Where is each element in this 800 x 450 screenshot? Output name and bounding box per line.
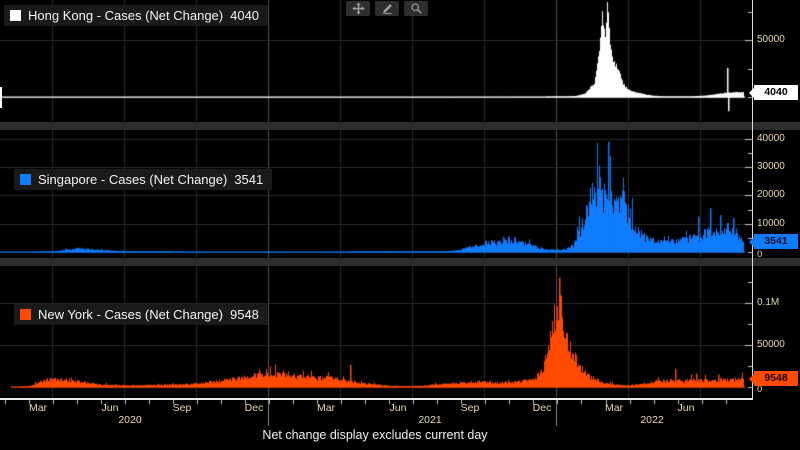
- legend-last-value: 4040: [230, 8, 260, 23]
- x-month-label: Mar: [604, 402, 624, 414]
- x-month-label: Jun: [389, 402, 407, 414]
- y-axis-line: [752, 0, 753, 400]
- x-month-label: Sep: [172, 402, 192, 414]
- x-year-label: 2022: [640, 414, 664, 426]
- x-month-label: Jun: [677, 402, 695, 414]
- badge-arrow-icon: [749, 373, 754, 384]
- singapore-swatch: [20, 174, 31, 185]
- legend-hong-kong[interactable]: Hong Kong - Cases (Net Change) 4040: [4, 5, 269, 26]
- chart-footnote: Net change display excludes current day: [262, 428, 488, 442]
- y-tick-label: 10000: [757, 218, 785, 229]
- y-zero-label: 0: [757, 249, 763, 260]
- hong-kong-value-badge: 4040: [749, 85, 798, 100]
- panel-separator: [0, 258, 800, 266]
- y-tick-label: 20000: [757, 189, 785, 200]
- move-icon: [351, 2, 365, 15]
- y-tick-label: 50000: [757, 34, 785, 45]
- new-york-value-badge: 9548: [749, 371, 798, 386]
- left-axis-tick: [0, 87, 2, 108]
- legend-singapore[interactable]: Singapore - Cases (Net Change) 3541: [14, 169, 273, 190]
- legend-label: Singapore - Cases (Net Change): [38, 172, 228, 187]
- x-month-label: Mar: [316, 402, 336, 414]
- y-tick-label: 50000: [757, 339, 785, 350]
- legend-label: New York - Cases (Net Change): [38, 307, 223, 322]
- x-month-label: Sep: [460, 402, 480, 414]
- annotate-button[interactable]: [375, 1, 399, 16]
- legend-new-york[interactable]: New York - Cases (Net Change) 9548: [14, 304, 268, 325]
- legend-last-value: 3541: [234, 172, 264, 187]
- x-year-label: 2021: [418, 414, 442, 426]
- y-zero-label: 0: [757, 384, 763, 395]
- magnifier-icon: [410, 2, 423, 15]
- new-york-swatch: [20, 309, 31, 320]
- x-year-label: 2020: [118, 414, 142, 426]
- x-month-label: Mar: [28, 402, 48, 414]
- panel-separator: [0, 122, 800, 130]
- legend-last-value: 9548: [229, 307, 259, 322]
- y-tick-label: 40000: [757, 133, 785, 144]
- singapore-value-badge: 3541: [749, 234, 798, 249]
- pencil-icon: [381, 2, 394, 15]
- badge-arrow-icon: [749, 236, 754, 247]
- y-tick-label: 30000: [757, 161, 785, 172]
- x-axis-line: [0, 398, 753, 400]
- y-tick-label: 0.1M: [757, 297, 780, 308]
- x-month-label: Dec: [244, 402, 264, 414]
- legend-label: Hong Kong - Cases (Net Change): [28, 8, 224, 23]
- hong-kong-swatch: [10, 10, 21, 21]
- x-month-label: Jun: [101, 402, 119, 414]
- badge-arrow-icon: [749, 87, 754, 98]
- pan-button[interactable]: [346, 1, 370, 16]
- x-month-label: Dec: [532, 402, 552, 414]
- zoom-button[interactable]: [404, 1, 428, 16]
